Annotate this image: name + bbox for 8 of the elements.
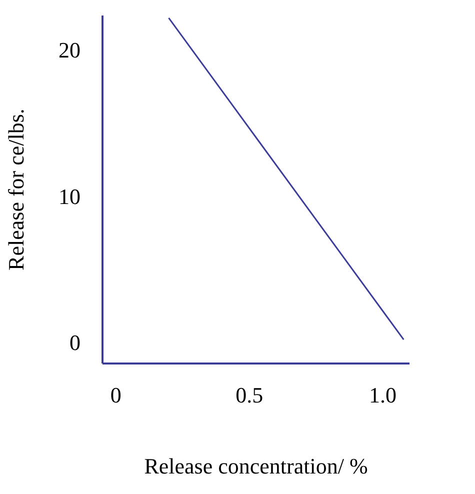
- y-tick-label: 20: [58, 38, 80, 63]
- x-axis-title: Release concentration/ %: [144, 454, 368, 478]
- y-tick-label: 0: [70, 330, 80, 356]
- x-tick-label: 0.5: [236, 382, 264, 408]
- y-tick-label: 10: [58, 184, 80, 209]
- x-tick-label: 0: [110, 382, 122, 408]
- y-axis-title: Release for ce/lbs.: [4, 108, 28, 270]
- x-tick-label: 1.0: [369, 382, 397, 408]
